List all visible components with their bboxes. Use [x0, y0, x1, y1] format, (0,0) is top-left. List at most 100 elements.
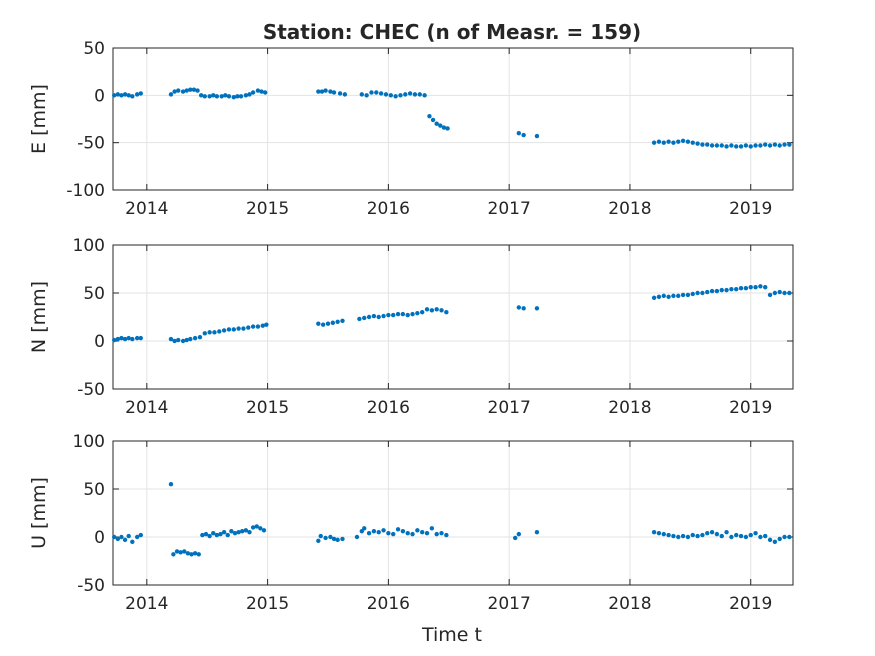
- data-point: [323, 535, 328, 541]
- data-point: [231, 327, 236, 332]
- data-point: [138, 91, 143, 96]
- data-point: [172, 338, 177, 344]
- plot-area: [113, 48, 793, 190]
- data-point: [195, 88, 200, 93]
- data-point: [724, 530, 729, 535]
- data-point: [325, 321, 331, 326]
- data-point: [134, 335, 140, 341]
- data-point: [700, 532, 705, 538]
- data-point: [337, 91, 343, 96]
- data-point: [422, 93, 427, 98]
- data-point: [753, 143, 758, 148]
- data-point: [236, 326, 241, 331]
- data-point: [264, 322, 269, 327]
- y-tick-label: 50: [83, 480, 105, 500]
- data-point: [231, 95, 236, 100]
- x-tick-label: 2014: [125, 594, 168, 614]
- data-point: [734, 286, 739, 292]
- data-point: [676, 293, 681, 299]
- data-point: [719, 533, 724, 539]
- data-point: [521, 132, 526, 138]
- plot-area: [113, 245, 793, 389]
- x-axis-label: Time t: [421, 624, 482, 646]
- data-point: [534, 530, 540, 535]
- data-point: [676, 139, 681, 144]
- data-point: [661, 293, 666, 299]
- data-point: [243, 528, 249, 533]
- data-point: [705, 142, 710, 147]
- data-point: [378, 91, 384, 96]
- y-tick-label: 0: [94, 86, 105, 106]
- data-point: [340, 318, 345, 324]
- data-point: [516, 131, 522, 136]
- x-tick-label: 2015: [246, 199, 289, 219]
- data-point: [240, 529, 245, 534]
- data-point: [391, 531, 396, 537]
- data-point: [400, 311, 406, 317]
- data-point: [714, 531, 720, 537]
- y-tick-label: 0: [94, 528, 105, 548]
- data-point: [680, 138, 686, 143]
- data-point: [748, 532, 753, 538]
- data-point: [174, 549, 180, 554]
- data-point: [709, 288, 715, 294]
- data-point: [782, 534, 787, 540]
- data-point: [743, 286, 749, 291]
- data-point: [395, 527, 401, 532]
- y-tick-label: 100: [73, 236, 105, 256]
- data-point: [357, 316, 362, 322]
- data-point: [758, 284, 763, 289]
- x-tick-label: 2015: [246, 398, 289, 418]
- y-axis-label: N [mm]: [28, 281, 50, 353]
- data-point: [138, 532, 143, 538]
- data-point: [255, 88, 261, 93]
- data-point: [782, 142, 787, 147]
- data-point: [381, 313, 386, 319]
- data-point: [236, 530, 241, 535]
- data-point: [743, 534, 749, 540]
- data-point: [405, 530, 410, 536]
- data-point: [119, 335, 124, 341]
- data-point: [714, 288, 720, 294]
- data-point: [182, 549, 187, 554]
- data-point: [714, 143, 720, 148]
- data-point: [371, 313, 377, 319]
- data-point: [176, 337, 181, 343]
- data-point: [316, 538, 321, 544]
- x-tick-label: 2019: [729, 594, 772, 614]
- data-point: [366, 530, 372, 536]
- data-point: [176, 88, 181, 93]
- data-point: [225, 532, 230, 538]
- data-point: [705, 289, 710, 295]
- data-point: [753, 530, 758, 536]
- data-point: [232, 530, 238, 536]
- data-point: [178, 550, 183, 555]
- data-point: [772, 290, 778, 296]
- data-point: [320, 322, 326, 327]
- chart-title: Station: CHEC (n of Measr. = 159): [263, 20, 641, 44]
- series-points: [112, 87, 792, 149]
- data-point: [695, 290, 700, 296]
- data-point: [430, 117, 436, 123]
- data-point: [758, 534, 763, 540]
- data-point: [134, 92, 140, 97]
- x-tick-label: 2017: [488, 199, 531, 219]
- data-point: [335, 537, 340, 543]
- data-point: [328, 534, 333, 540]
- data-point: [685, 292, 691, 298]
- data-point: [381, 528, 386, 533]
- data-point: [189, 552, 194, 557]
- panel-1: 2014 2015 2016 2017 2018 2019 -100 -50 0 50 E [mm]: [28, 39, 794, 219]
- data-point: [516, 531, 522, 537]
- data-point: [184, 88, 189, 93]
- data-point: [126, 93, 131, 98]
- data-point: [516, 305, 522, 310]
- data-point: [690, 291, 695, 297]
- data-point: [695, 141, 700, 146]
- data-point: [410, 311, 415, 317]
- data-point: [247, 530, 252, 535]
- data-point: [534, 306, 540, 311]
- data-point: [661, 140, 666, 145]
- x-tick-label: 2019: [729, 199, 772, 219]
- data-point: [198, 93, 204, 98]
